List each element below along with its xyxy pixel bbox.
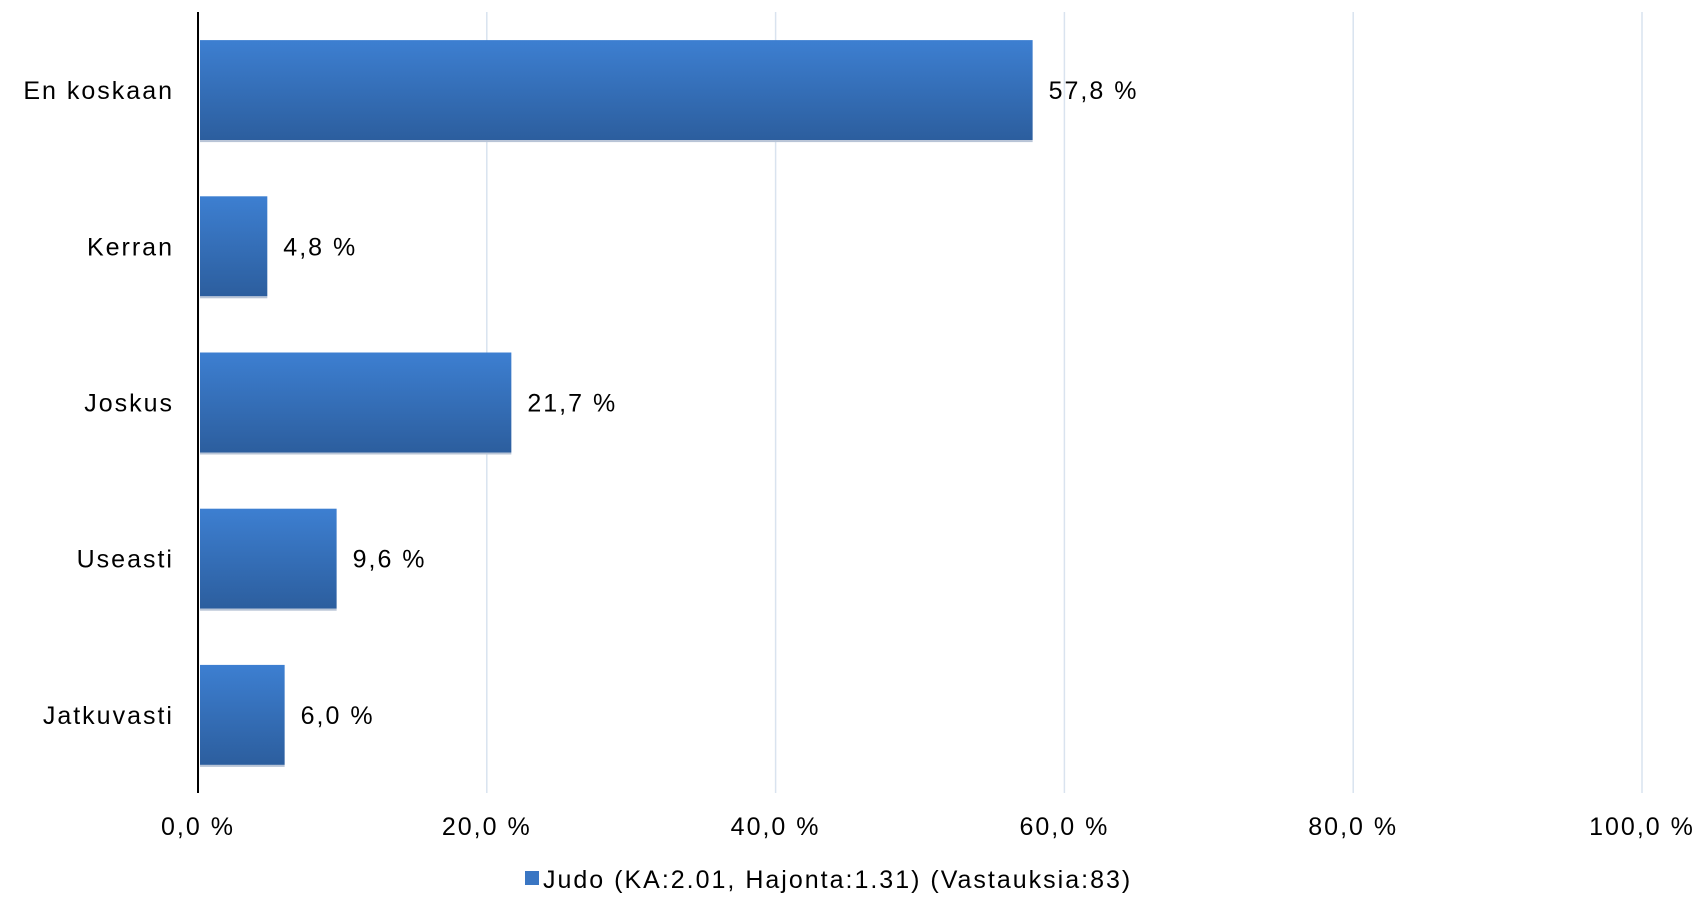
legend-swatch — [525, 871, 539, 885]
data-label-0: 57,8 % — [1049, 77, 1139, 105]
x-tick-label-2: 40,0 % — [731, 813, 821, 841]
x-tick-label-3: 60,0 % — [1019, 813, 1109, 841]
bar-0 — [200, 40, 1033, 141]
x-tick-label-0: 0,0 % — [161, 813, 235, 841]
bars — [200, 40, 1033, 767]
legend-label: Judo (KA:2.01, Hajonta:1.31) (Vastauksia… — [543, 866, 1132, 894]
category-label-3: Useasti — [77, 546, 174, 574]
bar-shadow-0 — [200, 140, 1033, 143]
bar-shadow-3 — [200, 608, 337, 611]
category-label-0: En koskaan — [23, 77, 174, 105]
bar-shadow-2 — [200, 452, 512, 455]
bar-shadow-4 — [200, 764, 285, 767]
gridlines — [486, 12, 1643, 793]
bar-1 — [200, 196, 268, 297]
category-label-1: Kerran — [87, 233, 174, 261]
category-label-2: Joskus — [84, 390, 174, 418]
category-labels: En koskaan Kerran Joskus Useasti Jatkuvasti — [23, 77, 174, 730]
x-tick-label-1: 20,0 % — [442, 813, 532, 841]
bar-2 — [200, 352, 512, 453]
data-label-2: 21,7 % — [527, 390, 617, 418]
bar-4 — [200, 664, 285, 765]
bar-shadow-1 — [200, 296, 268, 299]
data-label-1: 4,8 % — [283, 233, 357, 261]
legend: Judo (KA:2.01, Hajonta:1.31) (Vastauksia… — [525, 866, 1132, 894]
data-labels: 57,8 % 4,8 % 21,7 % 9,6 % 6,0 % — [283, 77, 1139, 730]
x-tick-labels: 0,0 % 20,0 % 40,0 % 60,0 % 80,0 % 100,0 % — [161, 813, 1695, 841]
bar-3 — [200, 508, 337, 609]
x-tick-label-5: 100,0 % — [1589, 813, 1695, 841]
data-label-3: 9,6 % — [353, 546, 427, 574]
x-tick-label-4: 80,0 % — [1308, 813, 1398, 841]
category-label-4: Jatkuvasti — [43, 702, 174, 730]
data-label-4: 6,0 % — [301, 702, 375, 730]
